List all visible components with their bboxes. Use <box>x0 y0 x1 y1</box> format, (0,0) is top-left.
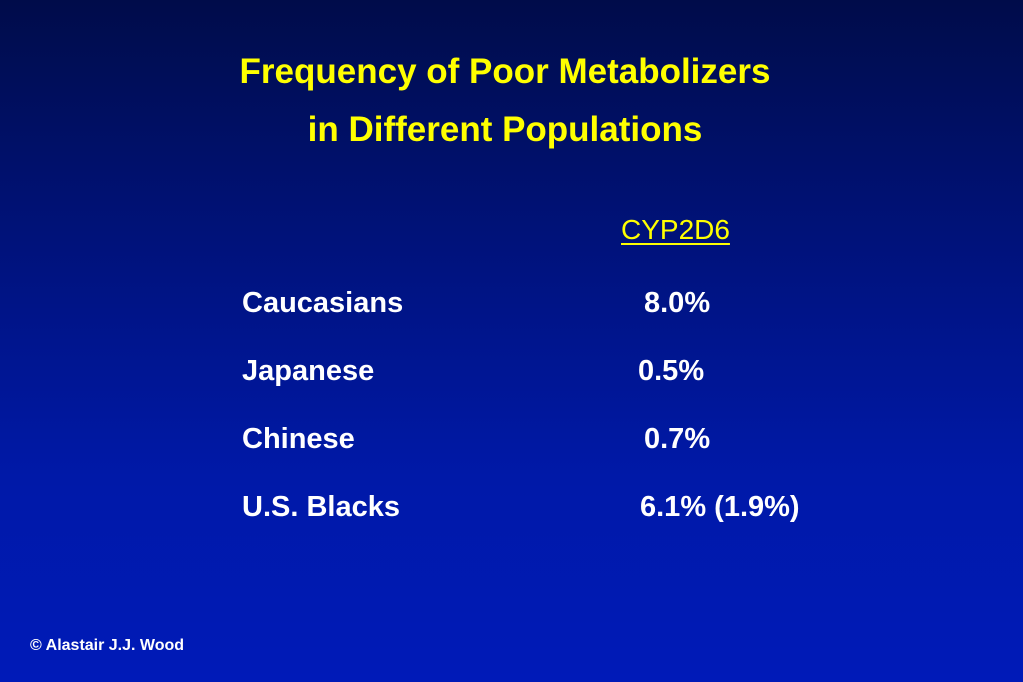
column-header-cyp2d6: CYP2D6 <box>621 214 730 245</box>
frequency-value: 8.0% <box>644 287 711 319</box>
copyright-footer: © Alastair J.J. Wood <box>30 637 185 654</box>
slide-title-line-1: Frequency of Poor Metabolizers <box>239 52 771 91</box>
slide-title-line-2: in Different Populations <box>307 110 703 149</box>
population-label: Caucasians <box>242 287 404 319</box>
frequency-value: 0.7% <box>644 423 711 455</box>
frequency-value: 6.1% (1.9%) <box>640 491 800 523</box>
population-label: Japanese <box>242 355 375 387</box>
frequency-value: 0.5% <box>638 355 705 387</box>
population-label: U.S. Blacks <box>242 491 400 523</box>
population-label: Chinese <box>242 423 355 455</box>
